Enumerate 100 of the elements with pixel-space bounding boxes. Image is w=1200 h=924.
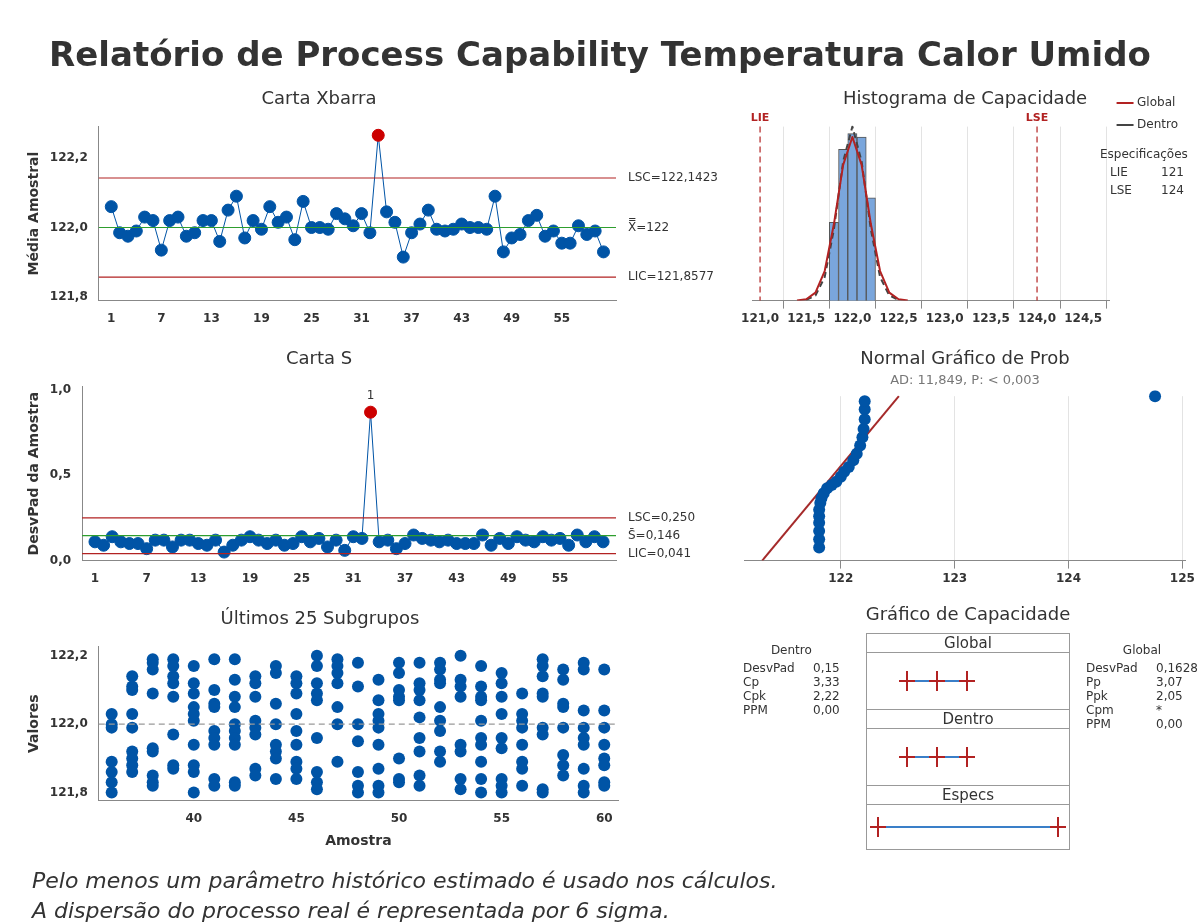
x-tick-label: 7 [157,310,166,325]
point [530,208,544,222]
ref-line-label: X̿=122 [628,218,670,234]
text: Relatório de Process Capability Temperatura Calor Umido [48,34,1152,74]
annotation: Especificações [1100,147,1188,162]
point [296,194,310,208]
point [171,210,185,224]
point [146,214,160,228]
point [154,243,168,257]
chart-title: Últimos 25 Subgrupos [220,607,420,629]
ref-line-label: LIE [750,110,770,124]
x-tick-label: 122,5 [879,310,918,325]
ref-line-label: LSE [1025,110,1049,124]
x-tick-label: 37 [403,310,420,325]
point [398,537,412,551]
point [405,226,419,240]
legend-label: Global [1137,95,1176,110]
x-tick-label: 121,5 [787,310,826,325]
point [364,405,378,419]
point [188,226,202,240]
chart-title: Histograma de Capacidade [842,87,1088,109]
chart-title: Normal Gráfico de Prob [860,347,1070,369]
x-tick-label: 31 [344,570,362,585]
y-tick-label: 0,5 [49,467,72,482]
x-tick-label: 121,0 [741,310,780,325]
point [140,542,154,556]
text: Cpk 2,22 [743,689,840,703]
x-tick-label: 123 [942,570,968,585]
text: DesvPad 0,15 [743,661,840,675]
chart-subtitle: AD: 11,849, P: < 0,003 [890,371,1040,387]
point [488,189,502,203]
point [355,207,369,221]
annotation: 1 [366,388,375,403]
x-tick-label: 124,0 [1018,310,1057,325]
point [229,189,243,203]
point [588,224,602,238]
x-tick-label: 19 [241,570,259,585]
x-tick-label: 55 [493,811,510,826]
point [596,245,610,259]
text: Dentro [769,643,813,657]
point [338,543,352,557]
category-label: Global [867,634,1069,653]
x-tick-label: 43 [448,570,466,585]
x-tick-label: 122,0 [833,310,872,325]
point [286,537,300,551]
x-tick-label: 1 [107,310,116,325]
y-axis-title: Valores [25,694,42,754]
point [288,233,302,247]
x-tick-label: 19 [253,310,270,325]
point [129,224,143,238]
chart-title: Carta Xbarra [261,87,377,109]
point [546,224,560,238]
text: Gráfico de Capacidade [864,603,1072,624]
point [388,215,402,229]
x-tick-label: 125 [1169,570,1195,585]
x-tick-label: 31 [353,310,370,325]
x-tick-label: 55 [551,570,569,585]
text: A dispersão do processo real é representada por 6 sigma. [32,897,671,924]
x-tick-label: 25 [303,310,320,325]
ref-line-label: LIC=121,8577 [628,269,714,284]
point [329,533,343,547]
point [380,205,394,219]
text: Global [1121,643,1163,657]
ref-line-label: LSC=0,250 [628,510,696,525]
text: LIE 121 [1110,165,1184,180]
x-tick-label: 13 [189,570,207,585]
text: Ppk 2,05 [1086,689,1183,703]
y-tick-label: 121,8 [49,289,88,304]
point [467,537,481,551]
point [355,531,369,545]
x-tick-label: 43 [453,310,471,325]
point [396,250,410,264]
point [513,227,527,241]
x-tick-label: 45 [288,811,305,826]
text: Pelo menos um parâmetro histórico estimado é usado nos cálculos. [32,867,778,895]
point [1149,390,1162,403]
point [363,226,377,240]
point [209,533,223,547]
ref-line-label: S̄=0,146 [628,527,681,542]
point [263,200,277,214]
x-tick-label: 123,0 [925,310,964,325]
text: LSE 124 [1110,183,1184,198]
chart-title: Carta S [285,347,353,369]
legend-label: Dentro [1137,117,1179,132]
x-tick-label: 49 [500,570,517,585]
y-tick-label: 122,0 [49,219,88,234]
y-axis-title: DesvPad da Amostra [25,391,42,556]
point [165,540,179,554]
point [312,531,326,545]
y-tick-label: 122,2 [49,150,88,165]
x-tick-label: 40 [185,811,203,826]
point [501,537,515,551]
point [562,538,576,552]
ref-line-label: LSC=122,1423 [628,170,718,185]
category-label: Dentro [867,709,1069,729]
x-tick-label: 124 [1056,570,1082,585]
y-tick-label: 122,2 [49,647,88,662]
x-tick-label: 50 [390,811,408,826]
point [381,533,395,547]
point [238,231,252,245]
